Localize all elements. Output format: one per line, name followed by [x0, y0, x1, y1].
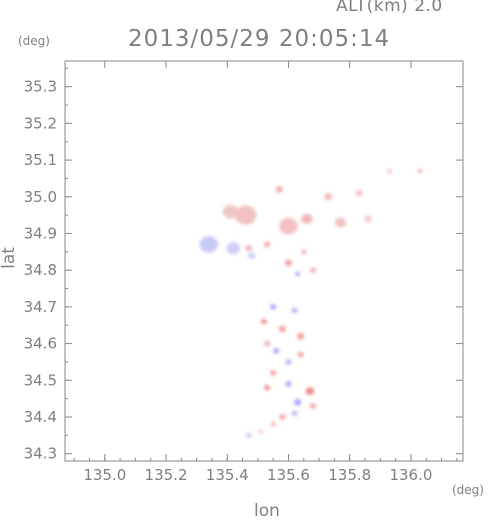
- heatmap-cell: [285, 381, 292, 387]
- heatmap-cell: [364, 215, 372, 223]
- heatmap-cell: [305, 387, 315, 396]
- heatmap-cell: [258, 429, 264, 434]
- y-tick-label: 34.4: [24, 408, 57, 426]
- heatmap-cell: [309, 403, 317, 409]
- heatmap-cell: [275, 186, 283, 193]
- heatmap-cell: [273, 348, 280, 354]
- heatmap-cell: [270, 304, 277, 310]
- y-tick-label: 34.6: [24, 335, 57, 353]
- heatmap-cell: [270, 422, 276, 427]
- altitude-label: ALT(km) 2.0: [336, 0, 443, 16]
- heatmap-cell: [245, 432, 252, 439]
- y-tick-label: 35.1: [24, 151, 57, 169]
- heatmap-cell: [245, 244, 253, 252]
- x-axis-label: lon: [254, 501, 280, 521]
- heatmap-cell: [324, 193, 333, 201]
- x-tick-label: 135.0: [83, 466, 126, 484]
- x-axis-unit: (deg): [452, 483, 484, 497]
- x-tick-label: 135.4: [206, 466, 249, 484]
- heatmap-cell: [355, 189, 363, 197]
- heatmap-cell: [301, 213, 313, 224]
- heatmap-cell: [291, 307, 298, 314]
- heatmap-cell: [264, 384, 271, 391]
- y-tick-label: 34.3: [24, 445, 57, 463]
- heatmap-cell: [222, 204, 238, 219]
- heatmap-cell: [291, 410, 298, 417]
- y-tick-label: 35.2: [24, 114, 57, 132]
- heatmap-cell: [284, 259, 293, 267]
- x-tick-label: 135.2: [145, 466, 188, 484]
- heatmap-cell: [199, 236, 219, 253]
- heatmap-cell: [279, 414, 286, 420]
- y-tick-label: 34.8: [24, 261, 57, 279]
- plot-frame: [64, 60, 464, 462]
- x-tick-label: 135.6: [267, 466, 310, 484]
- heatmap-cell: [279, 217, 298, 235]
- x-tick-label: 135.8: [328, 466, 371, 484]
- heatmap-cell: [264, 241, 271, 248]
- y-tick-label: 34.7: [24, 298, 57, 316]
- chart-title-timestamp: 2013/05/29 20:05:14: [128, 26, 391, 52]
- heatmap-cell: [248, 252, 256, 259]
- heatmap-cell: [387, 168, 392, 174]
- heatmap-cell: [297, 351, 304, 358]
- x-tick-label: 136.0: [389, 466, 432, 484]
- heatmap-cell: [278, 325, 287, 333]
- y-tick-label: 34.5: [24, 371, 57, 389]
- heatmap-cell: [226, 242, 241, 255]
- heatmap-cell: [417, 168, 423, 174]
- y-tick-label: 35.0: [24, 188, 57, 206]
- y-tick-label: 35.3: [24, 78, 57, 96]
- heatmap-cell: [264, 340, 271, 347]
- heatmap-cell: [309, 267, 317, 273]
- y-axis-unit: (deg): [18, 34, 50, 48]
- heatmap-cell: [297, 332, 305, 340]
- heatmap-cell: [301, 249, 307, 255]
- heatmap-cell: [294, 398, 302, 406]
- heatmap-cell: [295, 271, 301, 277]
- heatmap-cell: [285, 359, 292, 365]
- heatmap-cell: [260, 318, 268, 325]
- heatmap-cell: [234, 205, 257, 225]
- y-tick-label: 34.9: [24, 224, 57, 242]
- heatmap-cell: [335, 217, 347, 228]
- heatmap-cell: [270, 370, 277, 376]
